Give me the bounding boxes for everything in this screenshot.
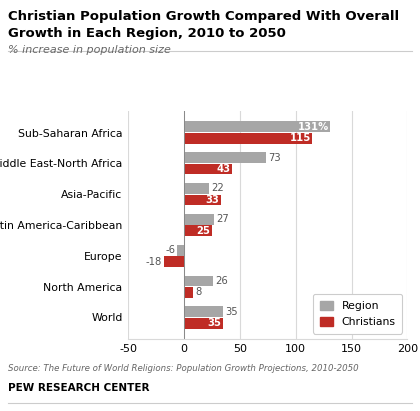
Bar (184, 275, 213, 286)
Text: 115: 115 (289, 133, 311, 143)
Text: 73: 73 (268, 152, 281, 163)
Text: % increase in population size: % increase in population size (8, 45, 171, 55)
Bar (184, 287, 193, 298)
Text: Source: The Future of World Religions: Population Growth Projections, 2010-2050: Source: The Future of World Religions: P… (8, 364, 359, 373)
Text: 33: 33 (205, 195, 219, 205)
Bar (184, 318, 223, 329)
Text: -6: -6 (165, 245, 175, 255)
Bar (184, 214, 214, 225)
Bar (184, 164, 232, 175)
Text: 25: 25 (196, 226, 210, 236)
Text: 22: 22 (211, 183, 223, 194)
Text: 43: 43 (216, 164, 230, 174)
Text: 35: 35 (207, 318, 221, 328)
Legend: Region, Christians: Region, Christians (313, 294, 402, 334)
Text: 35: 35 (225, 307, 238, 317)
Bar (184, 307, 223, 317)
Text: Growth in Each Region, 2010 to 2050: Growth in Each Region, 2010 to 2050 (8, 27, 286, 40)
Text: Christian Population Growth Compared With Overall: Christian Population Growth Compared Wit… (8, 10, 399, 23)
Bar (184, 183, 209, 194)
Bar (164, 256, 184, 267)
Bar (184, 225, 212, 236)
Bar (177, 245, 184, 256)
Bar (184, 152, 265, 163)
Bar (184, 194, 221, 206)
Text: -18: -18 (145, 256, 162, 267)
Text: 131%: 131% (297, 122, 328, 132)
Text: 8: 8 (195, 287, 201, 298)
Text: PEW RESEARCH CENTER: PEW RESEARCH CENTER (8, 383, 150, 393)
Text: 26: 26 (215, 276, 228, 286)
Bar (184, 133, 312, 144)
Text: 27: 27 (216, 214, 229, 224)
Bar (184, 122, 330, 132)
